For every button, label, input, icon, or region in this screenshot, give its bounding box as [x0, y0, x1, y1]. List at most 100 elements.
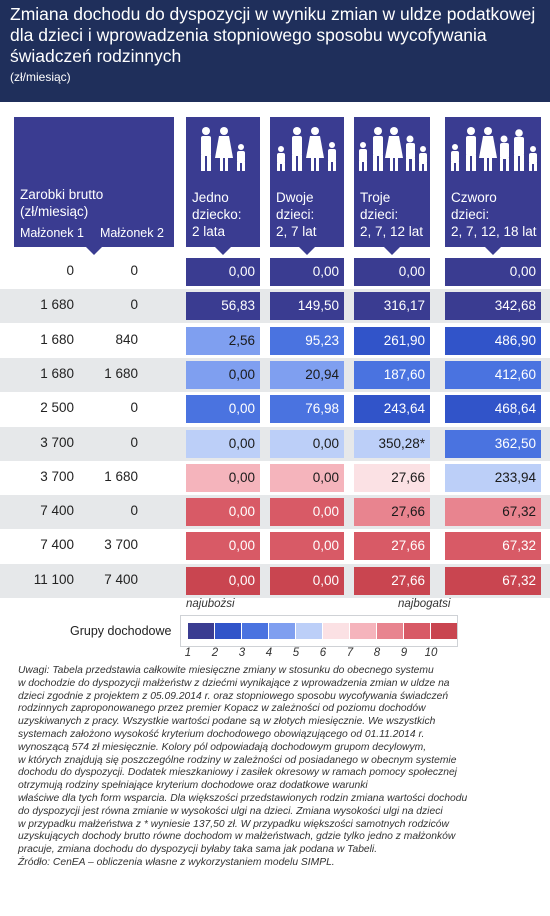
value-cell: 0,00 — [186, 360, 260, 389]
column-label-line: dzieci: — [451, 207, 490, 222]
value-cell: 243,64 — [354, 395, 430, 424]
value-cell: 0,00 — [270, 532, 344, 561]
legend-swatch — [215, 623, 241, 639]
note-line: dochodu do dyspozycji. Dodatek mieszkani… — [18, 767, 457, 779]
column-label-line: 2, 7, 12, 18 lat — [451, 224, 537, 239]
note-line: systemach założono wysokość kryterium do… — [18, 728, 425, 740]
value-cell: 27,66 — [354, 566, 430, 595]
value-cell: 0,00 — [186, 463, 260, 492]
spouse2-earnings: 0 — [130, 297, 138, 313]
spouse2-earnings: 1 680 — [104, 468, 138, 484]
value-cell: 27,66 — [354, 498, 430, 527]
value-cell: 316,17 — [354, 292, 430, 321]
value-cell: 0,00 — [270, 566, 344, 595]
value-cell: 0,00 — [270, 258, 344, 286]
legend-number: 9 — [400, 647, 408, 659]
column-label-line: dzieci: — [360, 207, 399, 222]
header-pointer — [215, 247, 231, 255]
value-cell: 362,50 — [445, 429, 541, 458]
value-cell: 0,00 — [186, 429, 260, 458]
legend-swatch — [296, 623, 322, 639]
header-pointer — [384, 247, 400, 255]
value-cell: 486,90 — [445, 326, 541, 355]
value-cell: 0,00 — [186, 498, 260, 527]
legend-swatch — [350, 623, 376, 639]
spouse2-earnings: 1 680 — [104, 365, 138, 381]
value-cell: 412,60 — [445, 360, 541, 389]
column-label-line: 2, 7 lat — [276, 224, 317, 239]
value-cell: 56,83 — [186, 292, 260, 321]
value-cell: 187,60 — [354, 360, 430, 389]
note-line: uzyskujących dochody brutto równe dochod… — [18, 831, 456, 843]
legend-number: 4 — [265, 647, 273, 659]
note-line: w dochodzie do dyspozycji małżeństw z dz… — [18, 677, 450, 689]
spouse1-header: Małżonek 1 — [20, 226, 84, 240]
note-line: w przypadku małżeństwa z * wyniesie 137,… — [18, 818, 449, 830]
note-line: wynoszącą 574 zł miesięcznie. Kolory pól… — [18, 741, 427, 753]
column-label-line: dzieci: — [276, 207, 315, 222]
spouse2-earnings: 0 — [130, 503, 138, 519]
legend-swatch — [188, 623, 214, 639]
value-cell: 0,00 — [445, 258, 541, 286]
column-label-line: 2, 7, 12 lat — [360, 224, 424, 239]
notes: Uwagi: Tabela przedstawia całkowite mies… — [18, 665, 538, 870]
column-label-line: 2 lata — [192, 224, 226, 239]
value-cell: 20,94 — [270, 360, 344, 389]
note-line: do dyspozycji jest równa zmianie w wysok… — [18, 805, 443, 817]
value-cell: 342,68 — [445, 292, 541, 321]
note-line: uzyskiwanych z pracy. Wszystkie wartości… — [18, 716, 436, 728]
legend-swatch — [323, 623, 349, 639]
legend-swatch — [242, 623, 268, 639]
legend-number: 5 — [292, 647, 300, 659]
column-label-line: Jedno — [192, 190, 229, 205]
value-cell: 27,66 — [354, 463, 430, 492]
chart-unit: (zł/miesiąc) — [10, 70, 71, 84]
legend-low-label: najubożsi — [186, 598, 235, 610]
legend-number: 7 — [346, 647, 354, 659]
note-line: właściwe dla tych form wsparcia. Dla wię… — [18, 792, 468, 804]
legend-swatch — [404, 623, 430, 639]
value-cell: 233,94 — [445, 463, 541, 492]
family-two-children-icon — [277, 127, 336, 171]
value-cell: 27,66 — [354, 532, 430, 561]
column-label-line: dziecko: — [192, 207, 242, 222]
family-four-children-icon — [451, 127, 537, 171]
legend-high-label: najbogatsi — [398, 598, 451, 610]
value-cell: 0,00 — [186, 258, 260, 286]
value-cell: 67,32 — [445, 566, 541, 595]
value-cell: 149,50 — [270, 292, 344, 321]
value-cell: 350,28* — [354, 429, 430, 458]
column-header-two-children: Dwoje dzieci: 2, 7 lat — [270, 117, 344, 247]
value-cell: 0,00 — [186, 532, 260, 561]
family-one-child-icon — [201, 127, 245, 171]
legend-label: Grupy dochodowe — [70, 624, 172, 638]
value-cell: 468,64 — [445, 395, 541, 424]
spouse1-earnings: 1 680 — [40, 297, 74, 313]
note-line: rodzinnych zaproponowanego przez premier… — [18, 703, 426, 715]
spouse1-earnings: 7 400 — [40, 503, 74, 519]
column-header-three-children: Troje dzieci: 2, 7, 12 lat — [354, 117, 430, 247]
chart-header: Zmiana dochodu do dyspozycji w wyniku zm… — [0, 0, 550, 102]
value-cell: 67,32 — [445, 532, 541, 561]
value-cell: 0,00 — [354, 258, 430, 286]
note-line: pracuje, zmiana dochodu do dyspozycji by… — [18, 844, 378, 856]
legend-swatch — [269, 623, 295, 639]
spouse1-earnings: 11 100 — [33, 571, 74, 587]
note-line: otrzymują rodziny spełniające kryterium … — [18, 780, 368, 792]
value-cell: 0,00 — [186, 395, 260, 424]
header-pointer — [86, 247, 102, 255]
spouse2-earnings: 0 — [130, 263, 138, 278]
note-line: Uwagi: Tabela przedstawia całkowite mies… — [18, 665, 434, 676]
legend-number: 1 — [184, 647, 192, 659]
value-cell: 0,00 — [270, 498, 344, 527]
spouse2-earnings: 840 — [115, 331, 138, 347]
spouse1-earnings: 1 680 — [40, 365, 74, 381]
spouse2-earnings: 0 — [130, 400, 138, 416]
legend-number: 2 — [211, 647, 219, 659]
family-three-children-icon — [359, 127, 427, 171]
spouse1-earnings: 0 — [66, 263, 74, 278]
spouse2-earnings: 7 400 — [104, 571, 138, 587]
spouse1-earnings: 3 700 — [40, 468, 74, 484]
legend-number: 8 — [373, 647, 381, 659]
value-cell: 2,56 — [186, 326, 260, 355]
